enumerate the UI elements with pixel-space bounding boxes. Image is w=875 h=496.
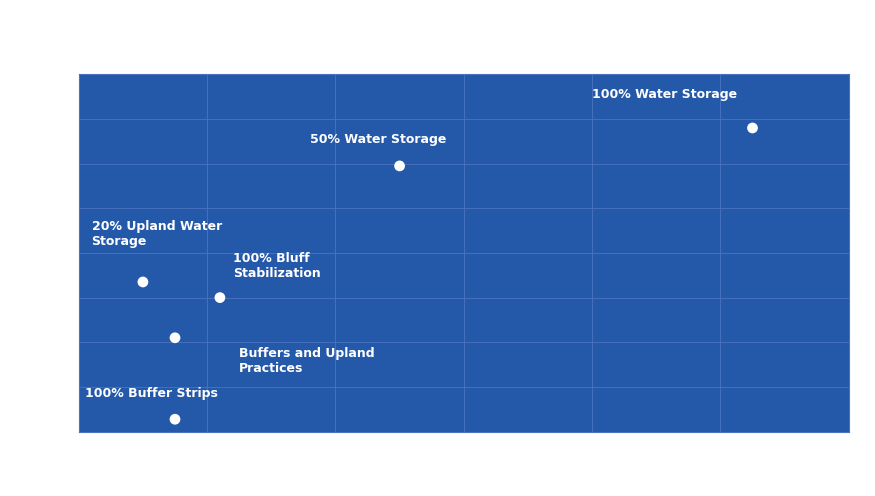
Text: MANAGEMENT OPTIONS SIMULATION MODEL
FOR THE LE SUEUR WATERSHED: MANAGEMENT OPTIONS SIMULATION MODEL FOR … bbox=[212, 3, 663, 45]
Point bbox=[213, 294, 227, 302]
Point bbox=[393, 162, 407, 170]
Text: 20% Upland Water
Storage: 20% Upland Water Storage bbox=[92, 221, 222, 248]
Point bbox=[168, 415, 182, 423]
Text: 100% Bluff
Stabilization: 100% Bluff Stabilization bbox=[233, 252, 320, 280]
Y-axis label: Soil Loss Reduction (Mg / year): Soil Loss Reduction (Mg / year) bbox=[4, 131, 18, 375]
Text: 100% Buffer Strips: 100% Buffer Strips bbox=[85, 387, 218, 400]
Point bbox=[136, 278, 150, 286]
Text: Buffers and Upland
Practices: Buffers and Upland Practices bbox=[239, 347, 374, 374]
Point bbox=[168, 334, 182, 342]
Text: 50% Water Storage: 50% Water Storage bbox=[310, 133, 446, 146]
Point bbox=[746, 124, 760, 132]
Text: 100% Water Storage: 100% Water Storage bbox=[592, 88, 738, 101]
X-axis label: Cost Per Year: Cost Per Year bbox=[411, 456, 516, 470]
